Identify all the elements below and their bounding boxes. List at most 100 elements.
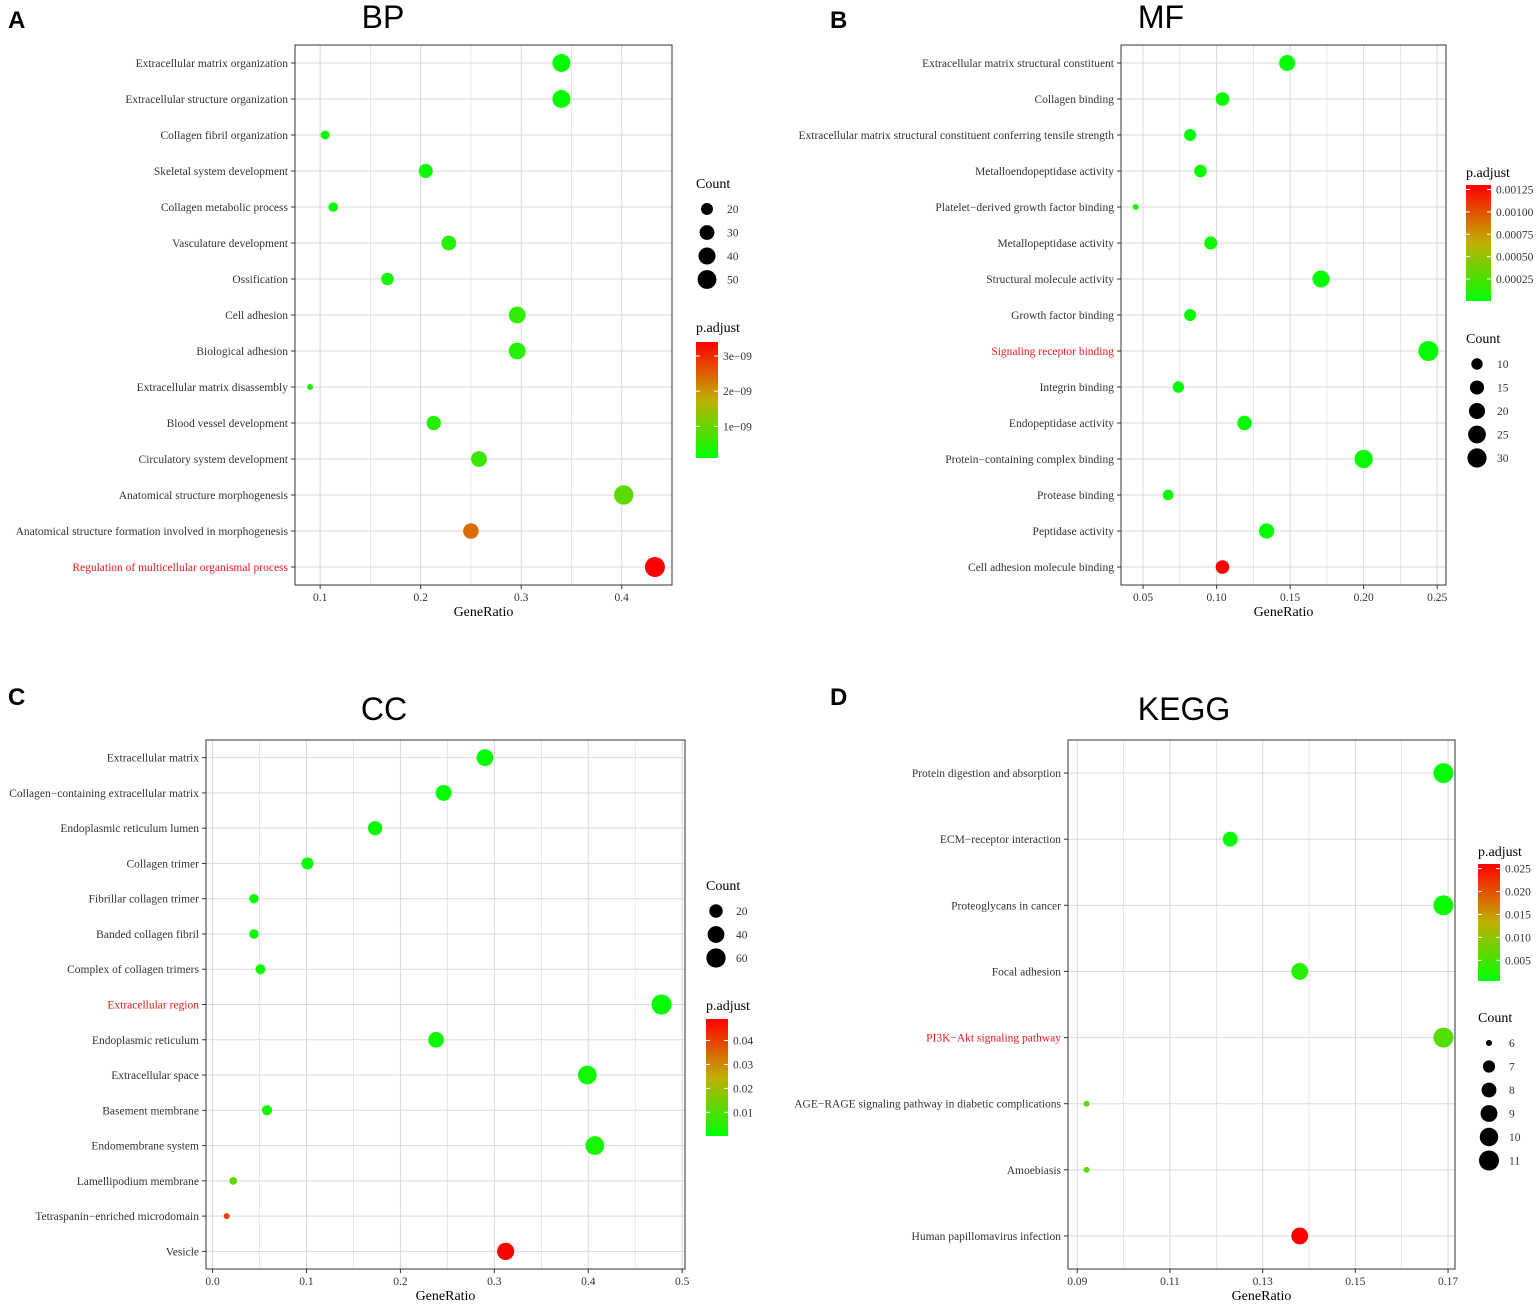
y-tick-label: PI3K−Akt signaling pathway [926, 1033, 1061, 1045]
count-legend-label: 20 [727, 204, 739, 216]
count-legend-key [1467, 448, 1487, 468]
data-point [471, 451, 487, 467]
x-tick-label: 0.20 [1354, 592, 1374, 604]
count-legend-key [697, 270, 717, 289]
count-legend-key [709, 904, 723, 918]
y-tick-label: Extracellular matrix structural constitu… [798, 130, 1114, 142]
y-tick-label: Endoplasmic reticulum [92, 1035, 199, 1047]
data-point [1312, 270, 1330, 288]
y-tick-label: Integrin binding [1040, 382, 1115, 394]
count-legend-label: 20 [736, 906, 748, 918]
count-legend-key [706, 948, 726, 968]
data-point [229, 1176, 238, 1185]
y-tick-label: Tetraspanin−enriched microdomain [35, 1211, 199, 1223]
padj-legend-title: p.adjust [1478, 845, 1522, 860]
count-legend-key [1482, 1060, 1496, 1073]
count-legend-key [1468, 425, 1486, 444]
y-tick-label: Extracellular matrix disassembly [137, 382, 289, 394]
y-tick-label: Cell adhesion molecule binding [968, 562, 1114, 574]
x-tick-label: 0.11 [1160, 1276, 1180, 1288]
y-tick-label: Structural molecule activity [986, 274, 1114, 286]
y-tick-label: Protease binding [1037, 490, 1114, 502]
count-legend-label: 50 [727, 275, 739, 287]
y-tick-label: Biological adhesion [196, 346, 288, 358]
x-tick-label: 0.4 [581, 1276, 596, 1288]
count-legend-label: 6 [1509, 1038, 1515, 1050]
data-point [223, 1213, 230, 1220]
padj-tick-label: 0.02 [733, 1083, 753, 1095]
grid [295, 45, 672, 585]
data-point [651, 994, 672, 1015]
y-tick-label: Vasculature development [172, 238, 289, 250]
padj-tick-label: 0.03 [733, 1059, 753, 1071]
count-legend-key [699, 225, 715, 240]
count-legend-label: 9 [1509, 1109, 1515, 1121]
count-legend-label: 10 [1509, 1132, 1521, 1144]
y-tick-label: Extracellular space [111, 1070, 199, 1082]
count-legend-title: Count [1478, 1011, 1512, 1026]
padj-colorbar [1478, 864, 1500, 981]
x-tick-label: 0.1 [299, 1276, 314, 1288]
panel-label: B [830, 7, 847, 34]
data-point [1433, 763, 1454, 784]
y-tick-label: Collagen trimer [127, 858, 200, 870]
padj-legend-title: p.adjust [706, 999, 750, 1014]
y-tick-label: ECM−receptor interaction [940, 834, 1061, 846]
x-axis-label: GeneRatio [416, 1289, 476, 1304]
padj-legend: p.adjust 0.005 0.010 0.015 0.020 0.025 [1478, 845, 1531, 981]
padj-tick-label: 0.020 [1505, 887, 1531, 899]
padj-colorbar [706, 1019, 728, 1136]
y-tick-label: Extracellular structure organization [125, 94, 288, 106]
x-tick-label: 0.05 [1133, 592, 1153, 604]
padj-tick-label: 0.01 [733, 1107, 753, 1119]
data-point [644, 557, 665, 577]
padj-tick-label: 0.00050 [1496, 252, 1534, 264]
y-tick-label: Metallopeptidase activity [997, 238, 1114, 250]
data-point [1215, 92, 1230, 106]
y-tick-label: Extracellular region [107, 1000, 199, 1012]
data-point [577, 1065, 597, 1085]
panel-label: D [830, 684, 847, 711]
data-point [249, 929, 259, 939]
data-point [307, 384, 314, 390]
count-legend-label: 10 [1497, 359, 1509, 371]
y-tick-label: Collagen fibril organization [160, 130, 288, 142]
x-tick-label: 0.17 [1438, 1276, 1458, 1288]
x-tick-label: 0.4 [615, 592, 630, 604]
padj-tick-label: 0.00075 [1496, 229, 1534, 241]
count-legend-key [1480, 1105, 1498, 1122]
padj-tick-label: 2e−09 [723, 386, 752, 398]
data-point [1204, 236, 1218, 250]
count-legend-label: 11 [1509, 1156, 1520, 1168]
count-legend-title: Count [706, 879, 740, 894]
data-point [367, 821, 383, 836]
y-tick-label: Peptidase activity [1033, 526, 1115, 538]
count-legend: Count 10 15 20 25 30 [1466, 332, 1509, 468]
y-tick-label: Signaling receptor binding [991, 346, 1114, 358]
y-tick-label: Fibrillar collagen trimer [89, 894, 200, 906]
x-tick-label: 0.15 [1280, 592, 1300, 604]
chart-title: BP [362, 0, 405, 35]
count-legend-label: 8 [1509, 1085, 1515, 1097]
data-point [476, 749, 494, 767]
count-legend-key [1471, 358, 1483, 370]
padj-legend: p.adjust 0.00025 0.00050 0.00075 0.00100 0.00… [1466, 166, 1534, 301]
data-point [320, 130, 330, 140]
x-axis-label: GeneRatio [1232, 1289, 1292, 1304]
panel-kegg: D KEGG Protein digestion and absorption ECM… [794, 684, 1531, 1304]
count-legend-label: 30 [1497, 453, 1509, 465]
count-legend: Count 20 40 60 [706, 879, 748, 968]
count-legend: Count 6 7 8 9 10 11 [1478, 1011, 1521, 1171]
count-legend-key [1486, 1040, 1492, 1046]
y-tick-label: Anatomical structure morphogenesis [119, 490, 289, 502]
padj-tick-label: 0.015 [1505, 909, 1531, 921]
padj-legend: p.adjust 1e−09 2e−09 3e−09 [696, 321, 752, 458]
y-tick-label: Extracellular matrix structural constitu… [922, 58, 1115, 70]
data-point [1237, 415, 1252, 431]
panel-label: C [8, 684, 25, 711]
y-tick-label: Vesicle [166, 1246, 199, 1258]
data-point [497, 1242, 515, 1260]
count-legend: Count 20 30 40 50 [696, 177, 739, 289]
